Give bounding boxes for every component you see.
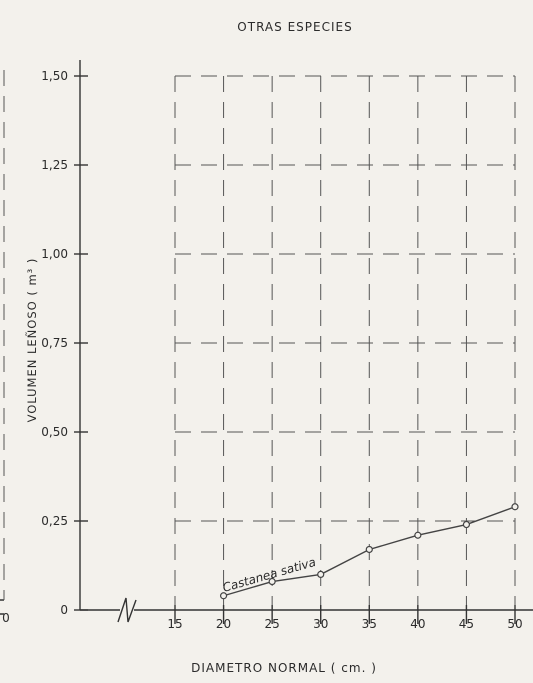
x-tick-label: 15 — [167, 617, 182, 631]
x-tick-label: 25 — [265, 617, 280, 631]
left-edge-tick-label: 0 — [2, 611, 10, 625]
series — [219, 503, 519, 600]
chart-title: OTRAS ESPECIES — [237, 20, 352, 34]
x-tick-label: 20 — [216, 617, 231, 631]
left-edge-ticks — [0, 599, 4, 615]
x-tick-label: 30 — [313, 617, 328, 631]
y-axis-label: VOLUMEN LEÑOSO ( m³ ) — [24, 258, 39, 423]
data-point — [268, 577, 276, 586]
x-tick-label: 35 — [362, 617, 377, 631]
data-point — [219, 592, 228, 600]
x-axis-label: DIAMETRO NORMAL ( cm. ) — [191, 661, 377, 675]
data-point — [317, 570, 325, 579]
grid — [174, 75, 516, 610]
y-tick-label: 1,00 — [41, 247, 68, 261]
y-tick-label: 0,75 — [41, 336, 68, 350]
data-point — [414, 531, 422, 539]
x-tick-label: 45 — [459, 617, 474, 631]
tick-labels: 0 0,25 0,50 0,75 1,00 1,25 1,50 15 20 25 30 35 40 45 5… — [41, 69, 522, 631]
y-tick-label: 0,25 — [41, 514, 68, 528]
y-tick-label: 1,25 — [41, 158, 68, 172]
axes — [74, 60, 533, 624]
x-tick-label: 50 — [507, 617, 522, 631]
y-tick-label: 0,50 — [41, 425, 68, 439]
axis-break-mark — [117, 597, 137, 623]
left-edge-fragment: 0 — [0, 70, 10, 625]
y-tick-label: 0 — [60, 603, 68, 617]
x-tick-label: 40 — [410, 617, 425, 631]
data-point — [365, 545, 373, 554]
data-point — [511, 503, 519, 511]
series-label: Castanea sativa — [221, 555, 317, 595]
data-point — [462, 520, 471, 529]
y-tick-label: 1,50 — [41, 69, 68, 83]
